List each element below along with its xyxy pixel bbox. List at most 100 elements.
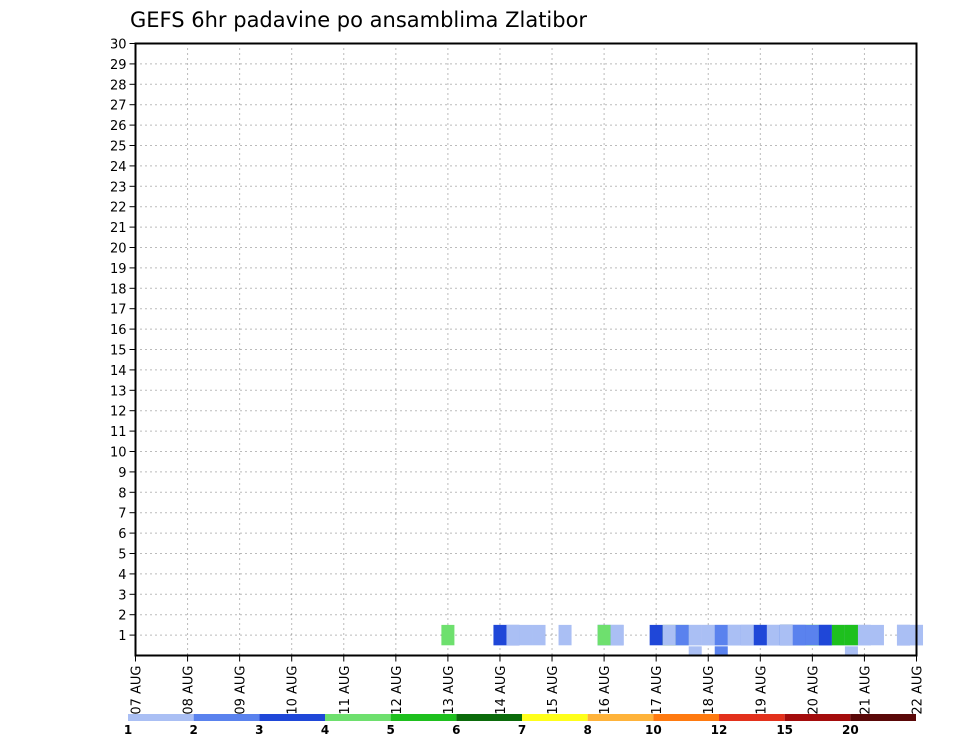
legend-label: 7 <box>518 723 526 737</box>
heat-cell <box>493 624 507 646</box>
heat-cell <box>688 646 702 656</box>
y-tick-label: 10 <box>110 446 127 461</box>
x-tick-label: 12 AUG <box>390 666 405 715</box>
heat-cell <box>649 624 663 646</box>
heat-cell <box>857 624 871 646</box>
y-tick-label: 19 <box>110 262 127 277</box>
grid <box>135 43 917 656</box>
y-tick-label: 16 <box>110 323 127 338</box>
legend-swatch <box>850 714 916 721</box>
heat-cell <box>558 624 572 646</box>
legend-label: 10 <box>645 723 662 737</box>
heat-cell <box>766 624 780 646</box>
y-tick-label: 29 <box>110 58 127 73</box>
y-tick-label: 17 <box>110 303 127 318</box>
y-tick-label: 7 <box>118 507 126 522</box>
y-tick-label: 3 <box>118 588 126 603</box>
legend-swatch <box>456 714 522 721</box>
legend-swatch <box>719 714 785 721</box>
heat-cell <box>896 624 910 646</box>
x-tick-label: 09 AUG <box>234 666 249 715</box>
y-tick-label: 26 <box>110 119 127 134</box>
x-tick-label: 15 AUG <box>546 666 561 715</box>
heat-cell <box>714 646 728 656</box>
legend-label: 6 <box>452 723 460 737</box>
y-tick-label: 9 <box>118 466 126 481</box>
x-tick-label: 13 AUG <box>442 666 457 715</box>
heat-cell <box>701 624 715 646</box>
heat-cell <box>844 646 858 656</box>
heat-cell <box>727 624 741 646</box>
heat-cell <box>675 624 689 646</box>
y-tick-label: 4 <box>118 568 126 583</box>
heat-cell <box>441 624 455 646</box>
x-tick-label: 21 AUG <box>858 666 873 715</box>
y-tick-label: 21 <box>110 221 127 236</box>
legend-swatch <box>128 714 194 721</box>
x-tick-label: 10 AUG <box>286 666 301 715</box>
y-tick-label: 2 <box>118 609 126 624</box>
x-tick-label: 18 AUG <box>702 666 717 715</box>
y-tick-label: 1 <box>118 629 126 644</box>
legend-label: 12 <box>711 723 728 737</box>
y-tick-label: 14 <box>110 364 127 379</box>
y-tick-label: 13 <box>110 384 127 399</box>
legend-label: 5 <box>386 723 394 737</box>
legend-label: 2 <box>189 723 197 737</box>
y-tick-label: 11 <box>110 425 127 440</box>
y-tick-label: 15 <box>110 344 127 359</box>
heat-cell <box>805 624 819 646</box>
x-tick-label: 16 AUG <box>598 666 613 715</box>
legend-label: 1 <box>124 723 132 737</box>
x-tick-label: 08 AUG <box>182 666 197 715</box>
legend-swatch <box>193 714 260 721</box>
y-tick-label: 18 <box>110 282 127 297</box>
legend-label: 3 <box>255 723 263 737</box>
x-tick-label: 07 AUG <box>130 666 145 715</box>
legend-label: 15 <box>776 723 793 737</box>
y-tick-label: 12 <box>110 405 127 420</box>
y-tick-label: 28 <box>110 78 127 93</box>
x-tick-label: 22 AUG <box>911 666 926 715</box>
y-tick-label: 6 <box>118 527 126 542</box>
heat-cell <box>519 624 533 646</box>
heat-cell <box>740 624 754 646</box>
heat-cell <box>714 624 728 646</box>
y-tick-label: 8 <box>118 486 126 501</box>
heat-cell <box>662 624 676 646</box>
heat-cell <box>792 624 806 646</box>
legend-swatch <box>522 714 588 721</box>
x-tick-label: 14 AUG <box>494 666 509 715</box>
y-tick-label: 24 <box>110 160 127 175</box>
data-cells <box>441 624 924 656</box>
legend-swatch <box>259 714 325 721</box>
legend-label: 20 <box>842 723 859 737</box>
color-legend: 1 2 3 4 5 6 7 8 10 12 15 20 <box>124 714 916 737</box>
heat-cell <box>818 624 832 646</box>
y-tick-label: 30 <box>110 38 127 53</box>
legend-swatch <box>587 714 654 721</box>
legend-label: 8 <box>583 723 591 737</box>
heat-cell <box>506 624 520 646</box>
legend-swatch <box>325 714 391 721</box>
x-tick-label: 20 AUG <box>806 666 821 715</box>
legend-swatch <box>390 714 457 721</box>
legend-swatch <box>653 714 719 721</box>
y-tick-label: 23 <box>110 180 127 195</box>
y-tick-label: 22 <box>110 201 127 216</box>
heat-cell <box>753 624 767 646</box>
y-tick-label: 5 <box>118 548 126 563</box>
heat-cell <box>831 624 845 646</box>
x-tick-label: 11 AUG <box>338 666 353 715</box>
axis-ticks: 1234567891011121314151617181920212223242… <box>110 38 926 715</box>
y-tick-label: 27 <box>110 99 127 114</box>
heat-cell <box>597 624 611 646</box>
heat-cell <box>844 624 858 646</box>
y-tick-label: 20 <box>110 242 127 257</box>
legend-label: 4 <box>321 723 329 737</box>
heat-cell <box>779 624 793 646</box>
heat-cell <box>870 624 884 646</box>
heat-cell <box>610 624 624 646</box>
y-tick-label: 25 <box>110 140 127 155</box>
